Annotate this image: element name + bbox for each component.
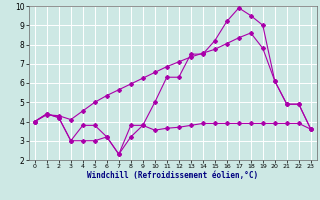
X-axis label: Windchill (Refroidissement éolien,°C): Windchill (Refroidissement éolien,°C) bbox=[87, 171, 258, 180]
